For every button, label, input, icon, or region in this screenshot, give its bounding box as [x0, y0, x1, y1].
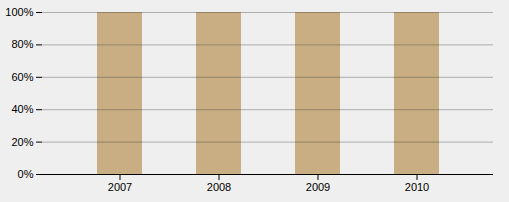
svg-text:2009: 2009 [306, 181, 330, 193]
svg-text:60%: 60% [11, 71, 33, 83]
svg-text:100%: 100% [5, 6, 33, 18]
svg-text:2008: 2008 [207, 181, 231, 193]
svg-text:40%: 40% [11, 103, 33, 115]
svg-text:20%: 20% [11, 136, 33, 148]
svg-text:2010: 2010 [405, 181, 429, 193]
svg-text:2007: 2007 [108, 181, 132, 193]
svg-text:0%: 0% [18, 168, 34, 180]
svg-text:80%: 80% [11, 38, 33, 50]
